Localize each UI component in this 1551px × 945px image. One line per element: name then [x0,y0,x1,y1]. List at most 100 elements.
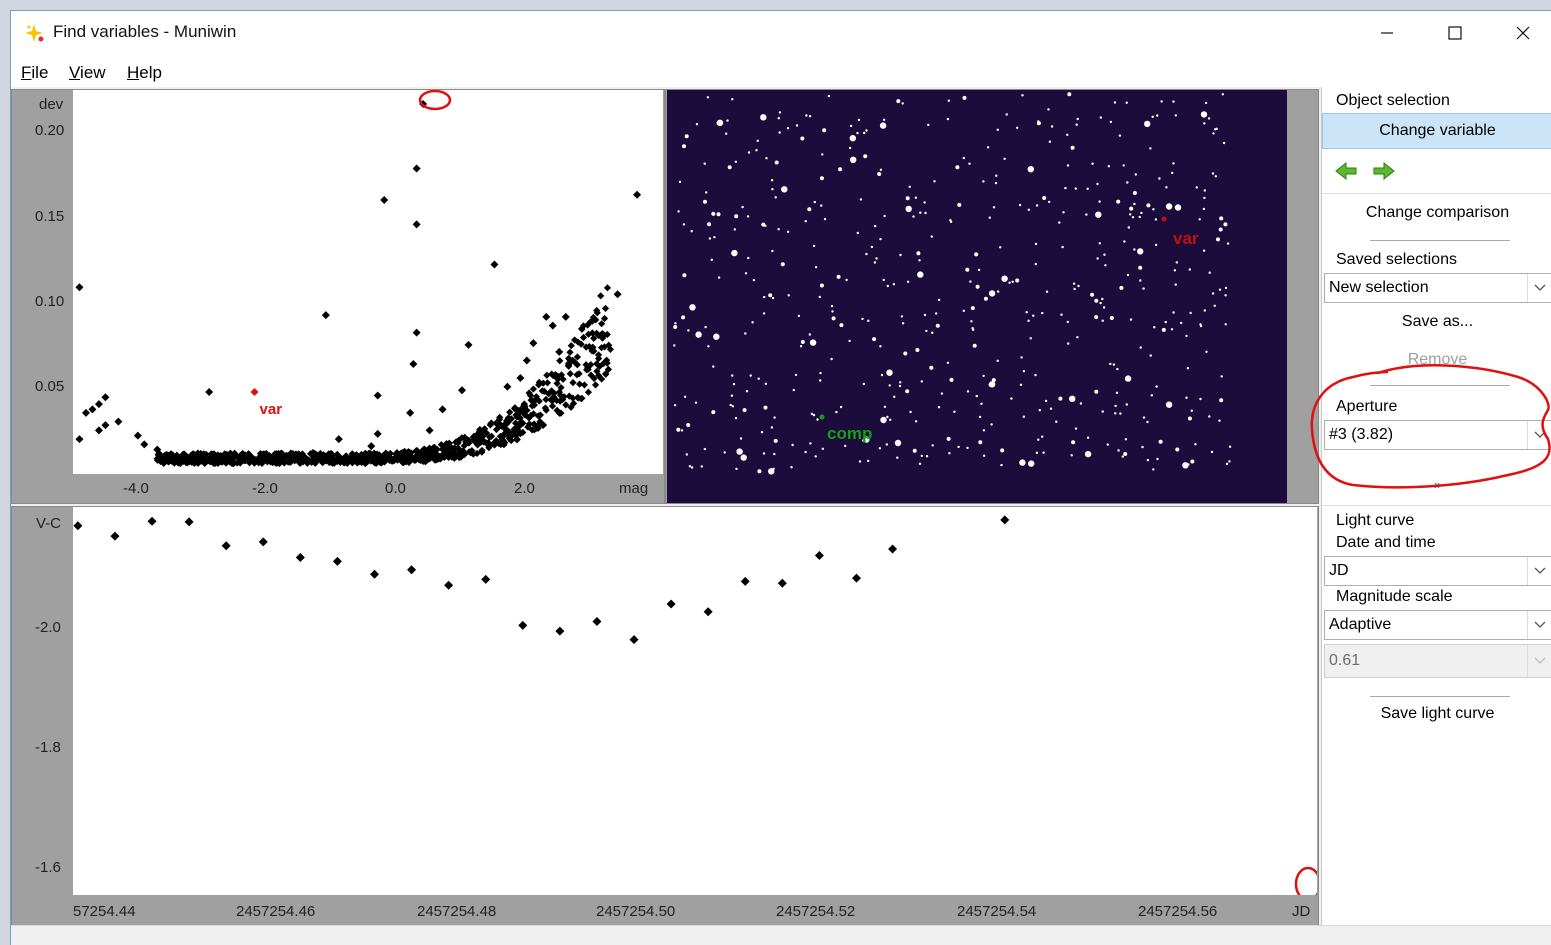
cluster-point [156,453,165,461]
cluster-point [429,444,437,452]
save-as-button[interactable]: Save as... [1401,313,1474,330]
more-options-button[interactable]: » [1433,477,1442,492]
star [818,295,821,299]
star [1071,440,1076,445]
star [1165,203,1173,210]
data-point [529,339,538,348]
star [924,211,927,215]
star [1155,385,1158,388]
star [1152,468,1155,471]
star [808,333,811,336]
star [734,416,738,420]
star [673,325,678,329]
cluster-point [421,447,429,456]
saved-selections-select[interactable]: New selection [1324,273,1551,303]
star [1072,282,1076,285]
star [1129,318,1133,321]
cluster-point [548,402,557,410]
star [731,98,734,101]
star [940,392,944,395]
star [809,339,817,346]
star [966,390,970,393]
x-axis-label: mag [619,480,649,497]
date-time-select[interactable]: JD [1324,556,1551,586]
star-field [673,92,1232,475]
star [1138,265,1143,270]
star [905,389,910,394]
cluster-point [565,360,573,369]
cluster-point [498,433,506,441]
data-point [548,321,557,330]
star [726,119,729,122]
star [1019,459,1026,466]
star [1062,211,1065,214]
star [763,295,766,299]
minimize-button[interactable] [1353,11,1421,55]
menu-view[interactable]: View [69,63,106,82]
change-comparison-button[interactable]: Change comparison [1365,204,1510,221]
star [1207,117,1211,120]
next-arrow-button[interactable] [1372,161,1396,186]
cluster-point [299,455,307,463]
data-point [110,531,120,541]
star [838,167,843,172]
star [752,278,756,282]
star [1010,397,1013,400]
star [1064,186,1067,190]
title-bar[interactable]: Find variables - Muniwin [11,11,1551,55]
menu-help[interactable]: Help [127,63,162,82]
star [1137,248,1144,255]
prev-arrow-button[interactable] [1334,161,1358,186]
minimize-icon [1381,32,1393,34]
star [861,317,864,321]
close-button[interactable] [1489,11,1551,55]
star [1219,216,1224,221]
star [899,253,902,257]
star [1223,222,1228,227]
star [764,382,768,385]
star [1222,141,1226,145]
star [1027,208,1030,211]
star [1211,172,1215,175]
change-variable-button[interactable]: Change variable [1322,113,1551,149]
magnitude-scale-select[interactable]: Adaptive [1324,610,1551,640]
remove-button[interactable]: Remove [1407,351,1468,368]
data-point [308,449,317,458]
star [830,304,834,308]
cluster-point [320,457,328,465]
star [821,447,824,450]
star [974,252,979,257]
star [686,423,691,427]
light-curve-plot-area[interactable] [73,507,1322,916]
divider [1322,505,1551,506]
star [946,117,950,121]
cluster-point [536,411,544,419]
cluster-point [316,451,324,460]
data-point [503,382,512,391]
aperture-select[interactable]: #3 (3.82) [1324,420,1551,450]
cluster-point [188,458,196,466]
star [845,278,848,282]
star [1172,162,1175,165]
star [1180,321,1183,325]
star [1149,147,1152,150]
cluster-point [596,362,604,370]
star [819,283,824,288]
star [822,128,827,133]
menu-file[interactable]: File [21,63,49,82]
star-chart-image[interactable]: var comp [667,90,1287,503]
star [1096,257,1099,260]
cluster-point [243,451,251,459]
save-light-curve-button[interactable]: Save light curve [1380,705,1495,722]
mag-dev-plot-area[interactable]: var [73,89,663,474]
star [1228,445,1232,448]
data-point [347,454,356,463]
cluster-point [569,399,578,407]
star [1218,288,1222,291]
saved-selections-value: New selection [1329,279,1429,296]
star [879,345,882,348]
star [1204,101,1208,105]
maximize-button[interactable] [1421,11,1489,55]
star [731,405,735,408]
star [1061,245,1064,249]
